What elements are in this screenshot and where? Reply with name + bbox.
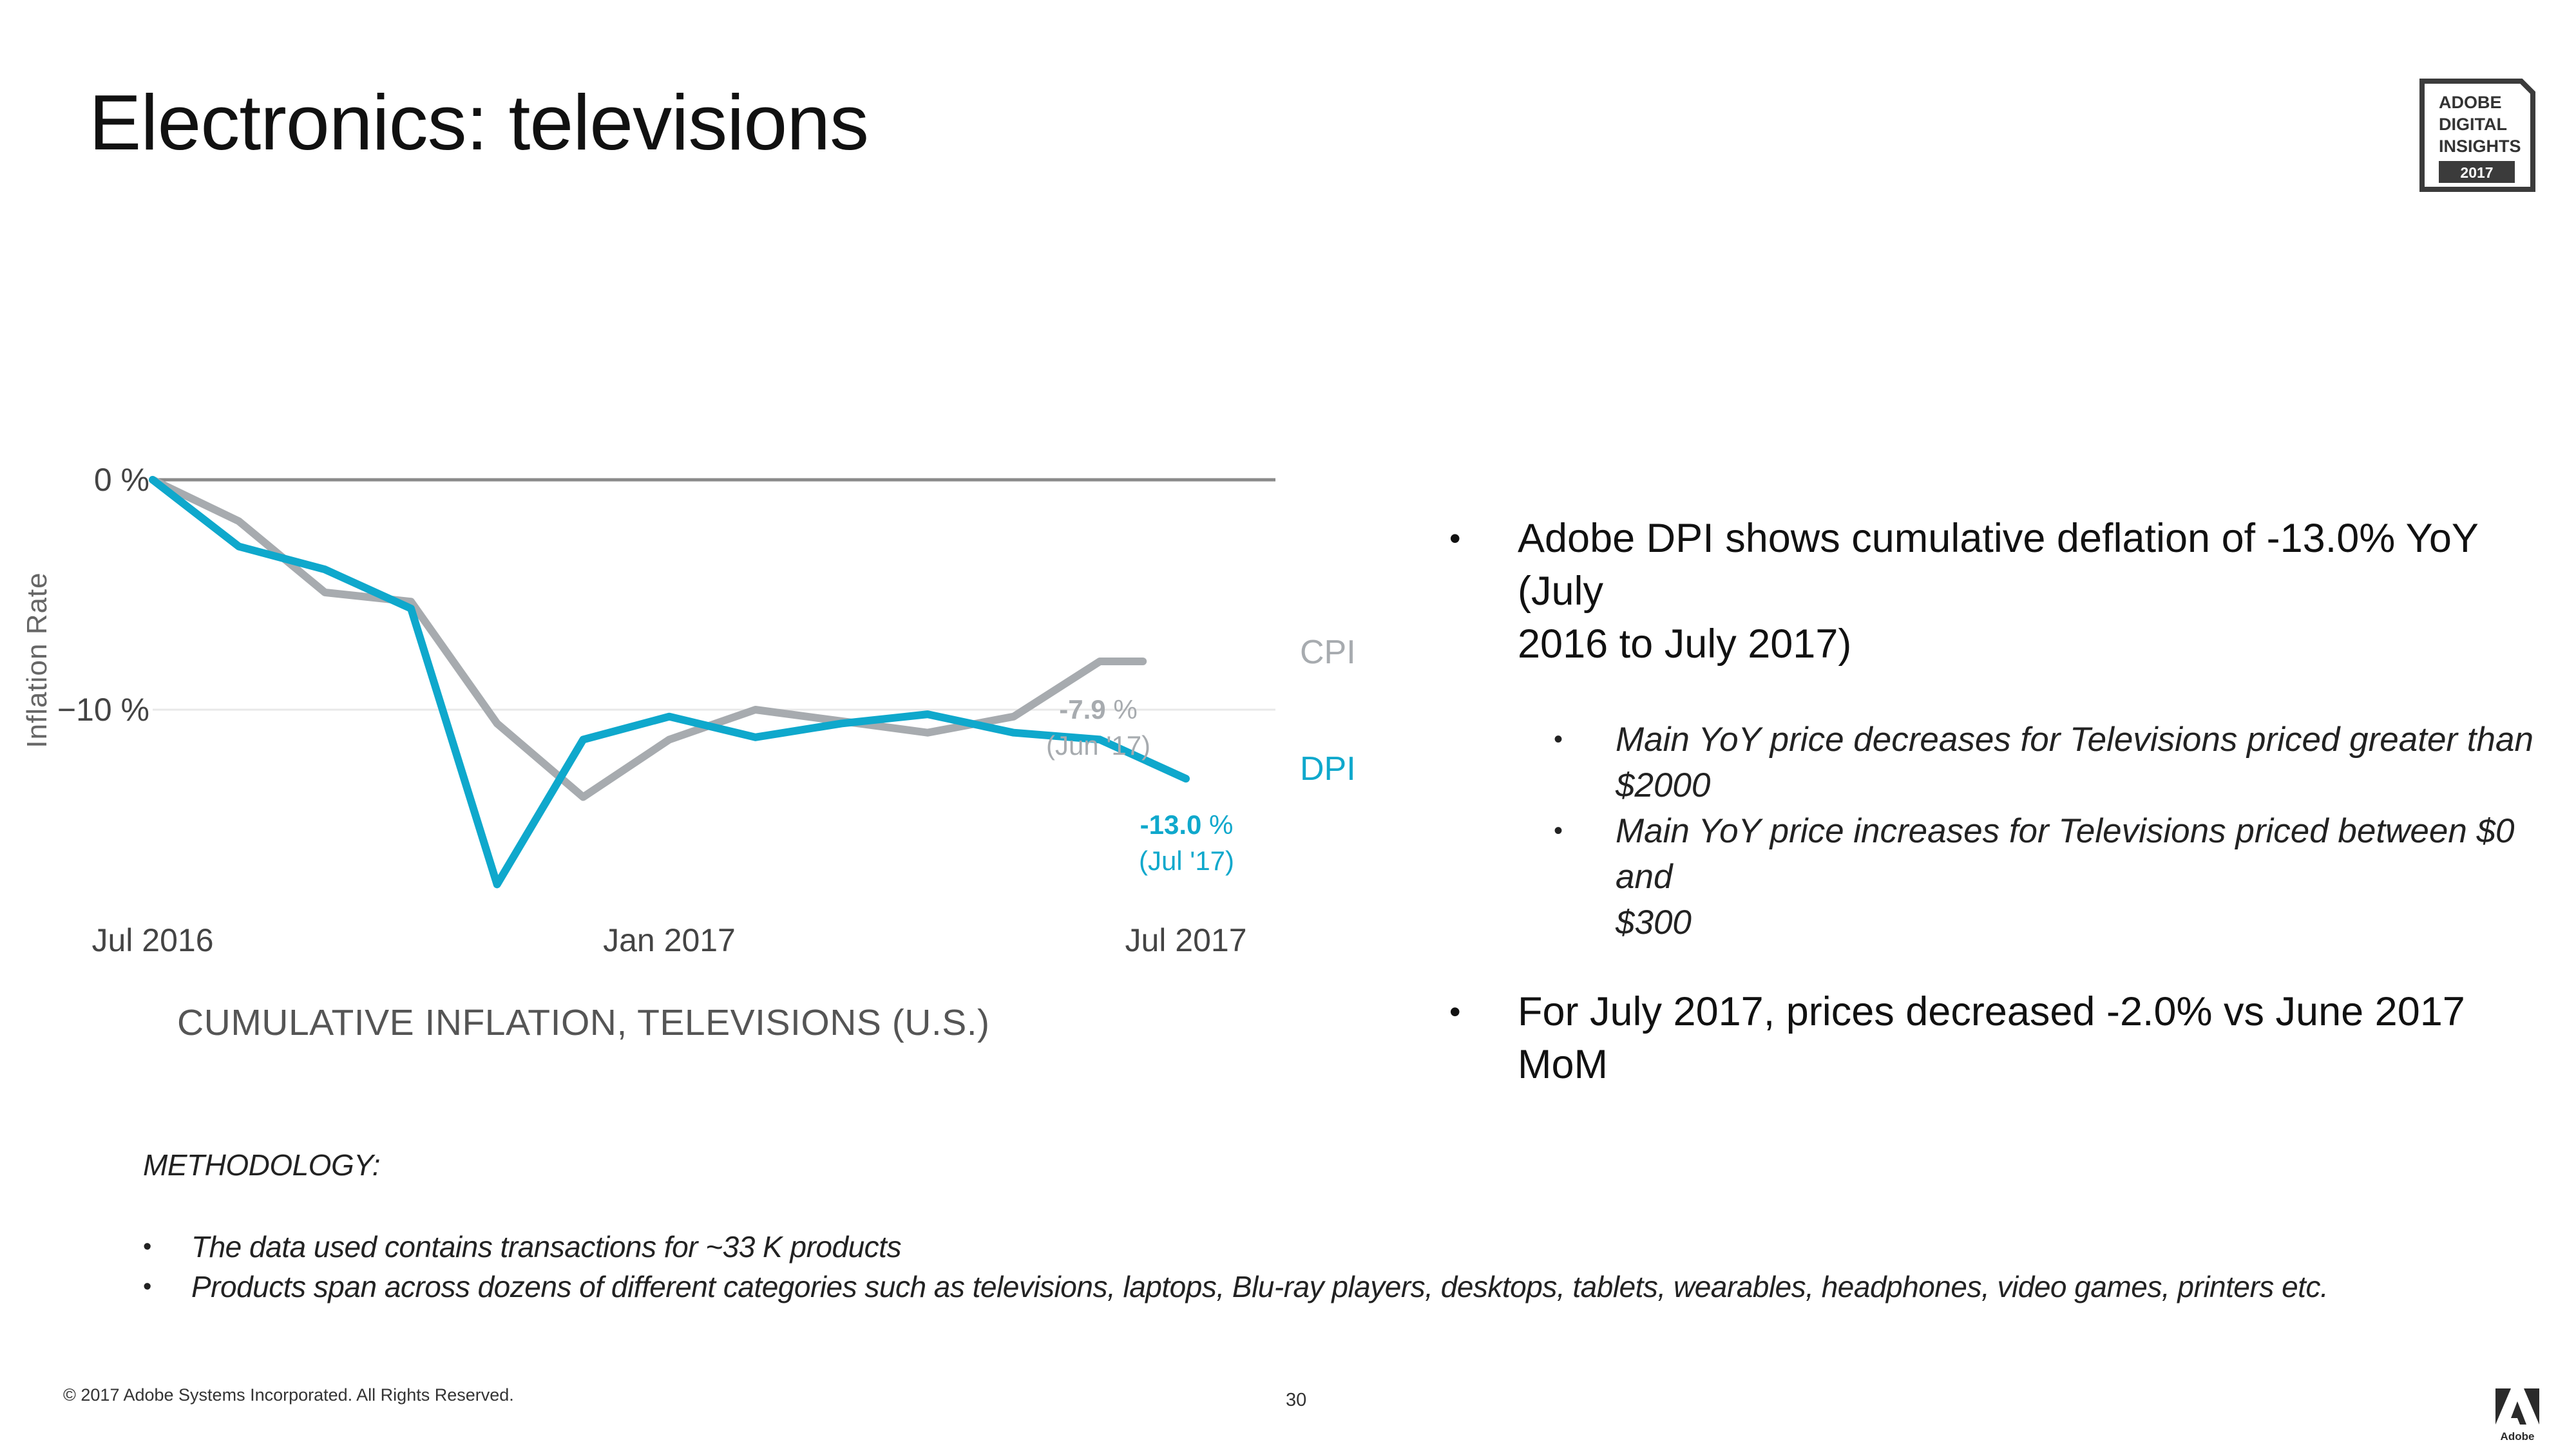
key-findings: • Adobe DPI shows cumulative deflation o… <box>1449 512 2544 1091</box>
series-line-cpi <box>149 476 1147 801</box>
badge-line-1: ADOBE <box>2439 93 2502 112</box>
annotation-unit: % <box>1106 694 1138 724</box>
series-line-dpi <box>149 476 1190 889</box>
data-point-cpi <box>323 591 327 594</box>
data-point-cpi <box>754 708 757 711</box>
data-point-cpi <box>1141 660 1145 663</box>
bullet-dot: • <box>1554 817 1563 845</box>
bullet-mom-change: • For July 2017, prices decreased -2.0% … <box>1449 985 2544 1091</box>
data-point-cpi <box>668 738 671 741</box>
badge-line-3: INSIGHTS <box>2439 137 2521 156</box>
x-tick-label: Jul 2016 <box>91 922 213 958</box>
series-label-dpi: DPI <box>1300 750 1356 788</box>
bullet-dot: • <box>143 1233 151 1260</box>
data-point-dpi <box>582 738 585 741</box>
annotation-value-dpi: -13.0 % <box>1140 810 1234 840</box>
data-point-cpi <box>495 722 499 725</box>
data-point-cpi <box>1012 715 1015 718</box>
annotation-date-cpi: (Jun '17) <box>1046 730 1150 761</box>
bullet-text-line: Main YoY price increases for Televisions… <box>1616 812 2515 896</box>
data-point-dpi <box>151 478 154 481</box>
page-number: 30 <box>1286 1390 1307 1410</box>
annotation-number: -13.0 <box>1140 810 1202 840</box>
chart-caption: CUMULATIVE INFLATION, TELEVISIONS (U.S.) <box>177 1002 990 1043</box>
data-point-dpi <box>237 545 240 548</box>
methodology-item-text: The data used contains transactions for … <box>191 1230 901 1264</box>
cumulative-inflation-chart: 0 % −10 % Jul 2016 Jan 2017 Jul 2017 Inflatio… <box>0 412 1379 1069</box>
data-point-cpi <box>1098 660 1102 663</box>
copyright-notice: © 2017 Adobe Systems Incorporated. All R… <box>63 1385 514 1405</box>
data-point-cpi <box>926 731 929 734</box>
bullet-dot: • <box>1449 520 1461 556</box>
y-axis-title: Inflation Rate <box>21 572 53 748</box>
bullet-text-line: For July 2017, prices decreased -2.0% vs… <box>1518 989 2465 1087</box>
data-point-cpi <box>410 600 412 603</box>
methodology-list: • The data used contains transactions fo… <box>143 1227 2329 1307</box>
x-tick-label: Jul 2017 <box>1125 922 1246 958</box>
annotation-unit: % <box>1201 810 1233 840</box>
bullet-dpi-deflation: • Adobe DPI shows cumulative deflation o… <box>1449 512 2544 670</box>
data-point-dpi <box>926 713 929 716</box>
annotation-date-dpi: (Jul '17) <box>1139 846 1234 876</box>
bullet-text-line: Adobe DPI shows cumulative deflation of … <box>1518 516 2478 614</box>
series-label-cpi: CPI <box>1300 634 1356 671</box>
sub-bullet-price-increases: • Main YoY price increases for Televisio… <box>1449 808 2544 945</box>
methodology-heading: METHODOLOGY: <box>143 1148 381 1182</box>
data-point-dpi <box>668 715 671 718</box>
annotation-number: -7.9 <box>1059 694 1105 724</box>
chart-svg: 0 % −10 % Jul 2016 Jan 2017 Jul 2017 Inflatio… <box>21 462 1356 958</box>
data-point-dpi <box>323 568 327 571</box>
data-point-dpi <box>840 722 843 725</box>
badge-line-2: DIGITAL <box>2439 115 2507 134</box>
bullet-dot: • <box>143 1273 151 1300</box>
data-point-dpi <box>410 607 412 610</box>
adobe-digital-insights-badge: ADOBE DIGITAL INSIGHTS 2017 <box>2419 76 2539 193</box>
data-point-dpi <box>754 735 757 739</box>
badge-year: 2017 <box>2460 164 2493 181</box>
bullet-dot: • <box>1554 725 1563 753</box>
data-point-cpi <box>237 520 240 523</box>
data-point-dpi <box>1012 731 1015 734</box>
adobe-logo-icon: Adobe <box>2495 1385 2539 1443</box>
data-point-dpi <box>1098 738 1102 741</box>
bullet-text-line: $300 <box>1616 904 1692 942</box>
page-title: Electronics: televisions <box>89 79 869 166</box>
bullet-text-line: 2016 to July 2017) <box>1518 621 1852 667</box>
x-tick-label: Jan 2017 <box>603 922 736 958</box>
annotation-value-cpi: -7.9 % <box>1059 694 1137 724</box>
svg-text:Adobe: Adobe <box>2501 1430 2535 1443</box>
bullet-dot: • <box>1449 994 1461 1030</box>
y-tick-label: 0 % <box>94 462 149 498</box>
data-point-dpi <box>1185 777 1187 781</box>
sub-bullet-price-decreases: • Main YoY price decreases for Televisio… <box>1449 717 2544 808</box>
methodology-item-text: Products span across dozens of different… <box>191 1270 2329 1303</box>
y-tick-label: −10 % <box>57 692 149 728</box>
data-point-dpi <box>495 883 499 886</box>
methodology-item: • The data used contains transactions fo… <box>143 1227 2328 1267</box>
bullet-text-line: Main YoY price decreases for Televisions… <box>1616 721 2533 759</box>
data-point-cpi <box>582 795 585 799</box>
methodology-item: • Products span across dozens of differe… <box>143 1267 2329 1307</box>
bullet-text-line: $2000 <box>1616 766 1711 804</box>
